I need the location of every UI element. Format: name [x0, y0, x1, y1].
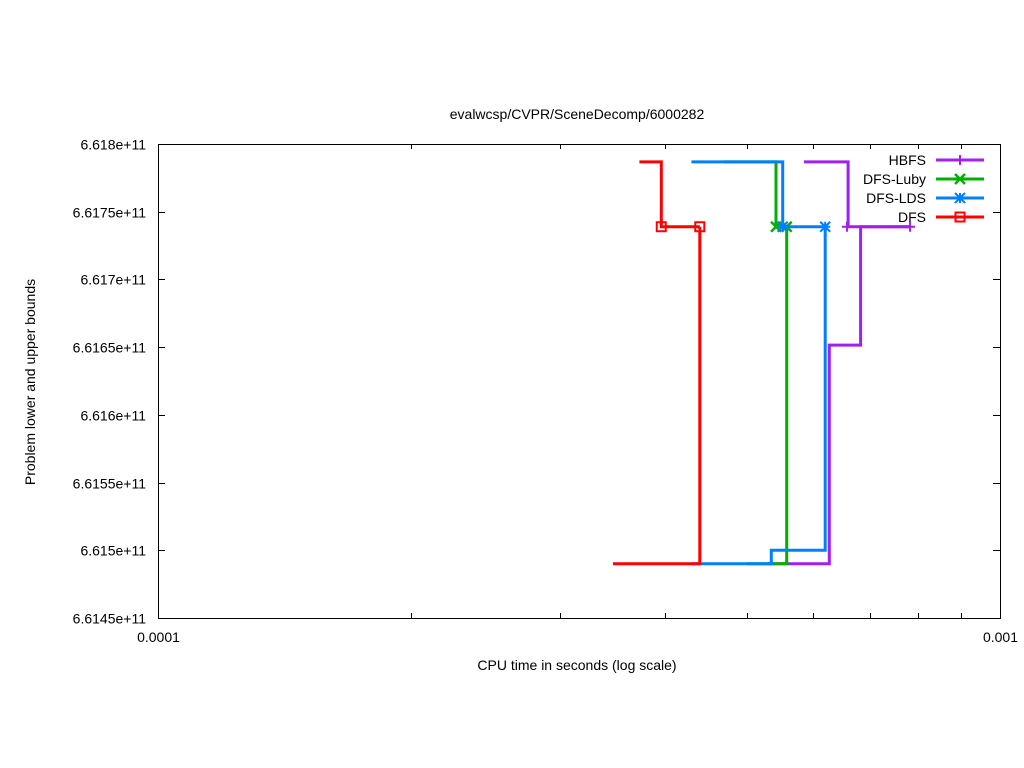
- legend-label: DFS: [898, 209, 926, 225]
- legend: HBFS DFS-Luby DFS-LDS DFS: [863, 152, 984, 225]
- star-marker: [954, 192, 966, 204]
- y-tick-label: 6.6165e+11: [73, 340, 147, 356]
- legend-label: DFS-LDS: [866, 190, 926, 206]
- series-dfs: [613, 160, 706, 566]
- y-tick-label: 6.6145e+11: [73, 611, 147, 627]
- plus-marker: [841, 221, 852, 232]
- upper-bound-line: [639, 160, 700, 229]
- lower-bound-line: [767, 225, 911, 566]
- square-marker: [694, 221, 706, 233]
- lower-bound-line: [613, 226, 702, 566]
- star-marker: [819, 221, 831, 233]
- y-tick-label: 6.617e+11: [80, 272, 146, 288]
- legend-label: HBFS: [889, 152, 926, 168]
- upper-bound-line: [723, 160, 787, 229]
- square-marker: [655, 221, 667, 233]
- chart-title: evalwcsp/CVPR/SceneDecomp/6000282: [450, 106, 705, 122]
- plus-marker: [905, 221, 916, 232]
- series-layer: [613, 160, 916, 566]
- lower-bound-line: [746, 226, 789, 566]
- square-marker: [954, 211, 966, 223]
- axis-ticks: 6.6145e+11 6.615e+11 6.6155e+11 6.616e+11 6.…: [73, 137, 1019, 646]
- y-tick-label: 6.616e+11: [80, 408, 146, 424]
- upper-bound-line: [691, 160, 826, 229]
- series-hbfs: [767, 160, 916, 566]
- legend-label: DFS-Luby: [863, 171, 926, 187]
- x-tick-label: 0.0001: [137, 629, 180, 645]
- y-axis-label: Problem lower and upper bounds: [22, 279, 38, 485]
- lower-bound-line: [691, 226, 827, 566]
- plus-marker: [955, 155, 965, 165]
- y-tick-label: 6.6155e+11: [73, 476, 147, 492]
- series-dfs-lds: [691, 160, 831, 566]
- x-marker: [954, 173, 966, 185]
- star-marker: [777, 221, 789, 233]
- y-tick-label: 6.618e+11: [80, 137, 146, 153]
- plot-frame: [158, 144, 1001, 619]
- y-tick-label: 6.6175e+11: [73, 205, 147, 221]
- x-tick-label: 0.001: [983, 629, 1018, 645]
- y-tick-label: 6.615e+11: [80, 543, 146, 559]
- x-axis-label: CPU time in seconds (log scale): [477, 657, 676, 673]
